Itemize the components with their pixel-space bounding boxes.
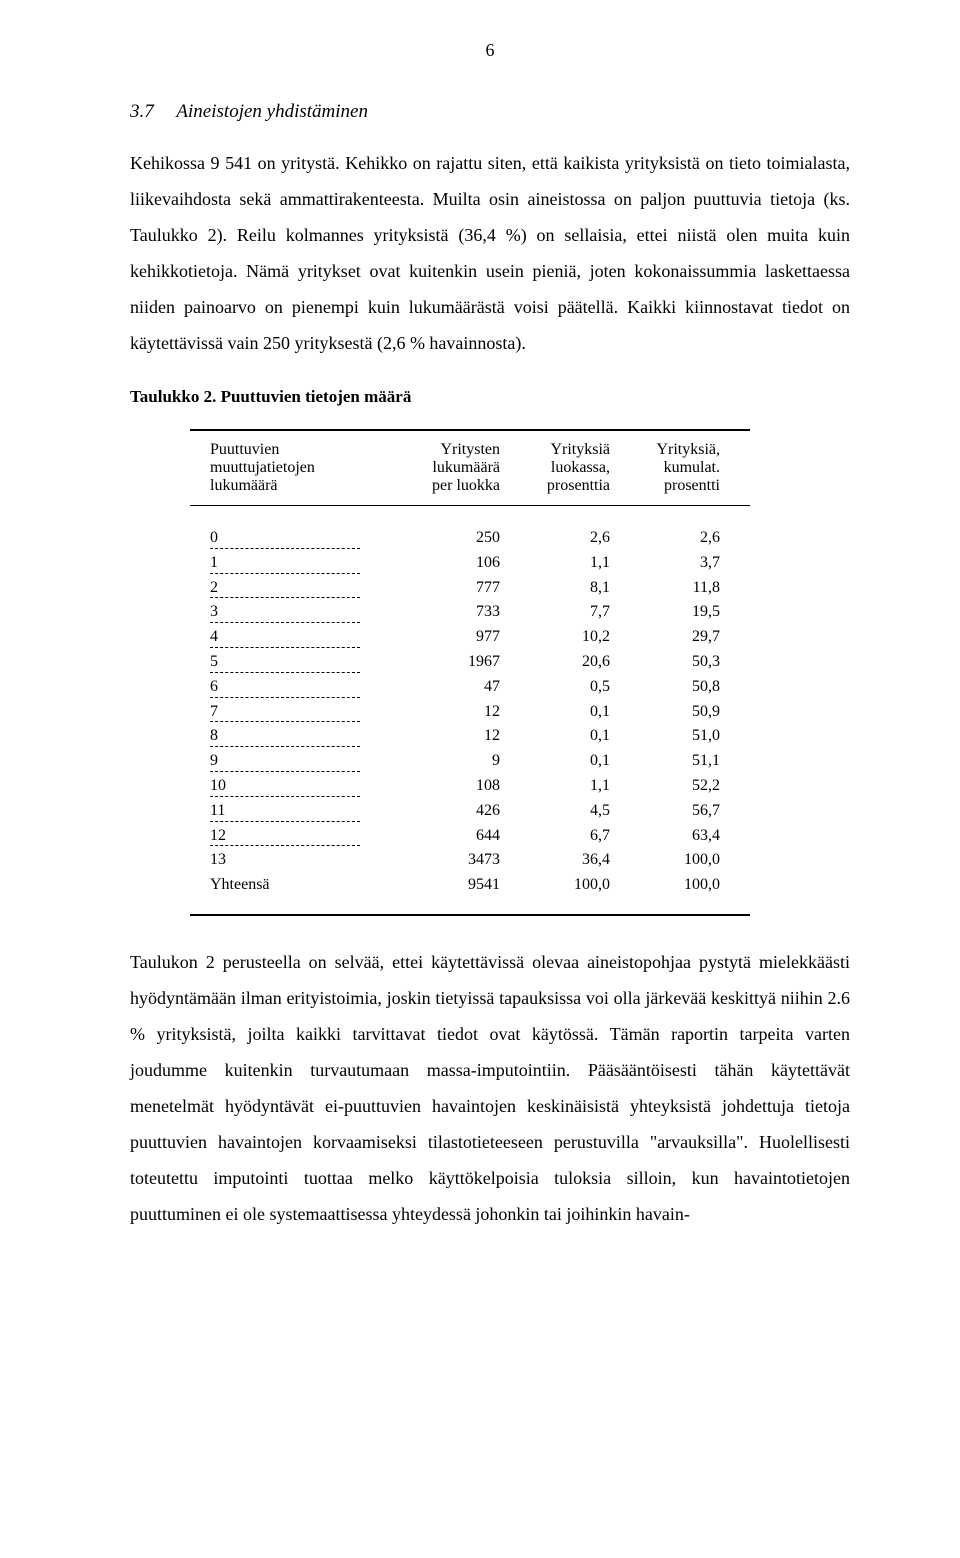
cell-percent: 20,6 (500, 650, 610, 675)
cell-percent: 0,5 (500, 675, 610, 700)
col-header-1-line3: per luokka (390, 477, 500, 495)
cell-cumulative: 29,7 (610, 625, 720, 650)
cell-count: 733 (390, 600, 500, 625)
row-label: 12 (190, 824, 390, 849)
row-label: 10 (190, 774, 390, 799)
table-row: 497710,229,7 (190, 625, 750, 650)
col-header-2-line2: luokassa, (500, 459, 610, 477)
cell-count: 3473 (390, 848, 500, 873)
cell-percent: 10,2 (500, 625, 610, 650)
table-row: 27778,111,8 (190, 576, 750, 601)
col-header-3-line2: kumulat. (610, 459, 720, 477)
row-label: 4 (190, 625, 390, 650)
row-label: 2 (190, 576, 390, 601)
col-header-0-line1: Puuttuvien (190, 441, 390, 459)
cell-percent: 6,7 (500, 824, 610, 849)
cell-cumulative: 52,2 (610, 774, 720, 799)
cell-cumulative: 11,8 (610, 576, 720, 601)
col-header-2-line3: prosenttia (500, 477, 610, 495)
cell-percent: 2,6 (500, 526, 610, 551)
section-number: 3.7 (130, 101, 172, 123)
section-heading: 3.7 Aineistojen yhdistäminen (130, 101, 850, 123)
col-header-0-line2: muuttujatietojen (190, 459, 390, 477)
cell-count: 1967 (390, 650, 500, 675)
row-label: 3 (190, 600, 390, 625)
table-row: 6470,550,8 (190, 675, 750, 700)
table-row: 5196720,650,3 (190, 650, 750, 675)
cell-cumulative: 100,0 (610, 848, 720, 873)
table-row: 02502,62,6 (190, 526, 750, 551)
cell-percent: 0,1 (500, 749, 610, 774)
cell-percent: 0,1 (500, 700, 610, 725)
table-row: Yhteensä9541100,0100,0 (190, 873, 750, 898)
table-row: 126446,763,4 (190, 824, 750, 849)
cell-cumulative: 50,3 (610, 650, 720, 675)
table-2: Puuttuvien Yritysten Yrityksiä Yrityksiä… (190, 429, 750, 916)
paragraph-1: Kehikossa 9 541 on yritystä. Kehikko on … (130, 145, 850, 361)
row-label: 6 (190, 675, 390, 700)
table-header: Puuttuvien Yritysten Yrityksiä Yrityksiä… (190, 431, 750, 506)
col-header-3-line1: Yrityksiä, (610, 441, 720, 459)
row-label: 0 (190, 526, 390, 551)
row-label: 8 (190, 724, 390, 749)
row-label: 7 (190, 700, 390, 725)
cell-percent: 1,1 (500, 774, 610, 799)
page-number: 6 (130, 40, 850, 61)
page: 6 3.7 Aineistojen yhdistäminen Kehikossa… (0, 0, 960, 1558)
cell-cumulative: 50,9 (610, 700, 720, 725)
cell-count: 108 (390, 774, 500, 799)
col-header-1-line1: Yritysten (390, 441, 500, 459)
cell-cumulative: 3,7 (610, 551, 720, 576)
cell-percent: 0,1 (500, 724, 610, 749)
cell-percent: 100,0 (500, 873, 610, 898)
cell-count: 47 (390, 675, 500, 700)
table-row: 101081,152,2 (190, 774, 750, 799)
cell-percent: 4,5 (500, 799, 610, 824)
table-row: 990,151,1 (190, 749, 750, 774)
row-label: 11 (190, 799, 390, 824)
cell-percent: 7,7 (500, 600, 610, 625)
cell-count: 426 (390, 799, 500, 824)
table-row: 7120,150,9 (190, 700, 750, 725)
cell-cumulative: 51,0 (610, 724, 720, 749)
table-caption: Taulukko 2. Puuttuvien tietojen määrä (130, 387, 850, 407)
row-label: 13 (190, 848, 390, 873)
cell-count: 9541 (390, 873, 500, 898)
cell-count: 250 (390, 526, 500, 551)
cell-count: 106 (390, 551, 500, 576)
cell-cumulative: 63,4 (610, 824, 720, 849)
col-header-2-line1: Yrityksiä (500, 441, 610, 459)
cell-percent: 8,1 (500, 576, 610, 601)
col-header-1-line2: lukumäärä (390, 459, 500, 477)
cell-cumulative: 19,5 (610, 600, 720, 625)
cell-count: 644 (390, 824, 500, 849)
section-title: Aineistojen yhdistäminen (176, 101, 368, 122)
cell-count: 777 (390, 576, 500, 601)
cell-count: 977 (390, 625, 500, 650)
cell-percent: 1,1 (500, 551, 610, 576)
row-label: Yhteensä (190, 873, 390, 898)
col-header-3-line3: prosentti (610, 477, 720, 495)
cell-cumulative: 100,0 (610, 873, 720, 898)
row-label: 5 (190, 650, 390, 675)
cell-count: 9 (390, 749, 500, 774)
cell-percent: 36,4 (500, 848, 610, 873)
table-row: 114264,556,7 (190, 799, 750, 824)
table-row: 13347336,4100,0 (190, 848, 750, 873)
cell-cumulative: 2,6 (610, 526, 720, 551)
cell-cumulative: 51,1 (610, 749, 720, 774)
table-row: 8120,151,0 (190, 724, 750, 749)
table-row: 11061,13,7 (190, 551, 750, 576)
cell-count: 12 (390, 724, 500, 749)
cell-cumulative: 56,7 (610, 799, 720, 824)
table-body: 02502,62,611061,13,727778,111,837337,719… (190, 506, 750, 914)
paragraph-2: Taulukon 2 perusteella on selvää, ettei … (130, 944, 850, 1232)
col-header-0-line3: lukumäärä (190, 477, 390, 495)
cell-count: 12 (390, 700, 500, 725)
table-row: 37337,719,5 (190, 600, 750, 625)
cell-cumulative: 50,8 (610, 675, 720, 700)
row-label: 9 (190, 749, 390, 774)
row-label: 1 (190, 551, 390, 576)
